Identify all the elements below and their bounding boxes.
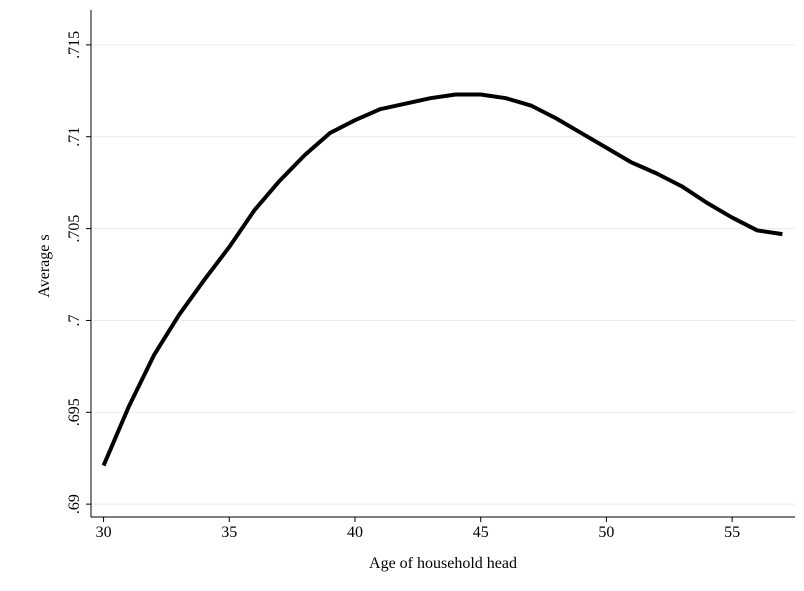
x-tick-label: 45 [473, 524, 489, 541]
y-axis-title: Average s [36, 234, 53, 297]
x-tick-label: 30 [96, 524, 112, 541]
x-axis-title: Age of household head [369, 555, 517, 572]
y-tick-label: .705 [66, 215, 83, 243]
y-tick-label: .69 [66, 494, 83, 514]
y-tick-label: .7 [66, 314, 83, 326]
x-tick-label: 40 [347, 524, 363, 541]
y-tick-label: .71 [66, 127, 83, 147]
y-tick-label: .715 [66, 31, 83, 59]
x-tick-label: 35 [221, 524, 237, 541]
line-series [101, 92, 783, 467]
x-tick-label: 55 [724, 524, 740, 541]
x-tick-label: 50 [598, 524, 614, 541]
y-tick-label: .695 [66, 398, 83, 426]
